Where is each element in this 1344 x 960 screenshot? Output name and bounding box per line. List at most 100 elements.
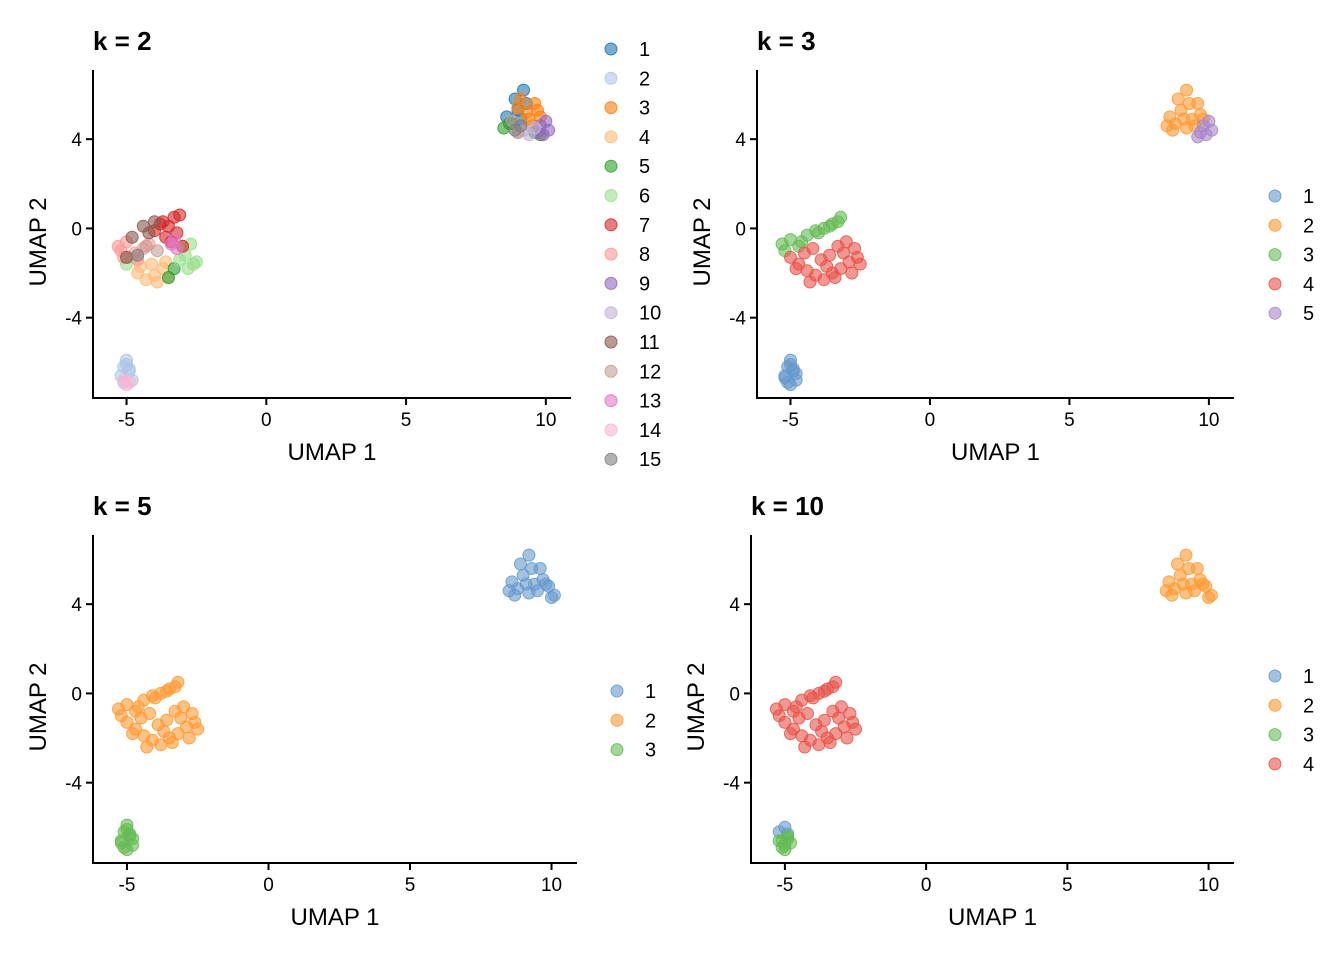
data-point (181, 262, 195, 276)
data-point (131, 700, 145, 714)
y-tick-label: 0 (729, 684, 740, 705)
data-point (159, 255, 173, 269)
data-point (514, 119, 528, 133)
data-point (174, 711, 188, 725)
legend-label: 1 (639, 39, 650, 61)
data-point (1174, 103, 1188, 117)
data-point (1179, 586, 1193, 600)
y-tick-label: 0 (71, 219, 82, 240)
data-point (840, 731, 854, 745)
legend-key (610, 684, 624, 698)
data-point (789, 367, 803, 380)
legend-key (604, 335, 618, 349)
legend-label: 5 (1303, 303, 1314, 325)
data-point (173, 208, 187, 222)
data-point (150, 275, 164, 289)
data-point (826, 680, 840, 694)
legend-key (1268, 306, 1282, 320)
data-point (806, 691, 820, 705)
legend-label: 9 (639, 273, 650, 295)
legend-key (604, 394, 618, 408)
data-point (120, 818, 134, 832)
panel-title: k = 10 (751, 491, 824, 521)
panel-3: k = 5 -5 0 5 10 -4 0 4 UMAP 1 UMAP 2 1 2 3 (25, 491, 656, 931)
x-axis-title: UMAP 1 (951, 439, 1040, 466)
data-point (1204, 588, 1218, 602)
data-point (533, 562, 547, 575)
legend-label: 2 (639, 68, 650, 90)
data-point (522, 586, 536, 600)
data-point (168, 680, 182, 694)
y-tick-label: 0 (735, 219, 746, 240)
data-point (789, 262, 803, 276)
legend-label: 2 (1303, 215, 1314, 237)
legend-label: 3 (645, 740, 656, 762)
legend-key (604, 247, 618, 261)
data-point (784, 727, 797, 741)
x-tick-label: 5 (401, 410, 412, 431)
legend-label: 3 (1303, 725, 1314, 747)
legend-key (1268, 277, 1282, 291)
data-point (801, 707, 814, 720)
data-point (143, 707, 157, 720)
panel-title: k = 5 (93, 491, 152, 521)
y-tick-label: -4 (723, 774, 740, 795)
legend-key (1268, 698, 1282, 712)
data-point (189, 255, 203, 269)
y-axis-title: UMAP 2 (25, 663, 52, 752)
data-point (784, 378, 797, 392)
panel-2: k = 3 -5 0 5 10 -4 0 4 UMAP 1 UMAP 2 1 2 3 4 5 (689, 26, 1314, 466)
y-tick-label: 4 (735, 130, 746, 151)
x-tick-label: 5 (1064, 410, 1075, 431)
x-tick-label: 0 (261, 410, 272, 431)
legend-key (604, 42, 618, 56)
data-point (140, 740, 154, 754)
data-point (539, 114, 553, 128)
legend-label: 8 (639, 244, 650, 266)
data-point (120, 843, 134, 857)
data-point (145, 257, 159, 271)
data-point (820, 259, 834, 273)
y-tick-label: -4 (729, 309, 746, 330)
data-point (139, 239, 153, 253)
legend-key (604, 306, 618, 320)
data-point (131, 248, 145, 262)
legend-key (604, 159, 618, 173)
data-point (1180, 83, 1194, 97)
data-point (798, 740, 812, 754)
legend-label: 2 (645, 710, 656, 732)
data-point (806, 242, 820, 255)
y-tick-label: 0 (71, 684, 82, 705)
data-point (1190, 562, 1204, 575)
data-point (157, 724, 171, 738)
legend-label: 4 (639, 127, 650, 149)
legend-key (604, 218, 618, 232)
legend-label: 5 (639, 156, 650, 178)
data-point (843, 707, 857, 720)
data-point (528, 121, 542, 135)
legend-key (604, 423, 618, 437)
points-group (769, 548, 1218, 857)
data-point (173, 253, 187, 267)
x-tick-label: 10 (535, 410, 556, 431)
legend-label: 3 (1303, 245, 1314, 267)
legend-label: 1 (645, 681, 656, 703)
data-point (120, 250, 133, 264)
legend-key (1268, 189, 1282, 203)
legend-key (604, 189, 618, 202)
y-axis-title: UMAP 2 (689, 198, 716, 287)
points-group (775, 83, 1219, 392)
data-point (513, 557, 527, 571)
data-point (185, 707, 199, 720)
data-point (165, 736, 179, 749)
x-axis-title: UMAP 1 (948, 904, 1037, 931)
data-point (1173, 568, 1187, 582)
y-tick-label: -4 (65, 774, 82, 795)
legend-label: 15 (639, 449, 661, 471)
data-point (120, 715, 134, 729)
data-point (1202, 114, 1216, 128)
data-point (182, 731, 196, 745)
data-point (1160, 119, 1174, 133)
legend-label: 11 (639, 332, 660, 354)
